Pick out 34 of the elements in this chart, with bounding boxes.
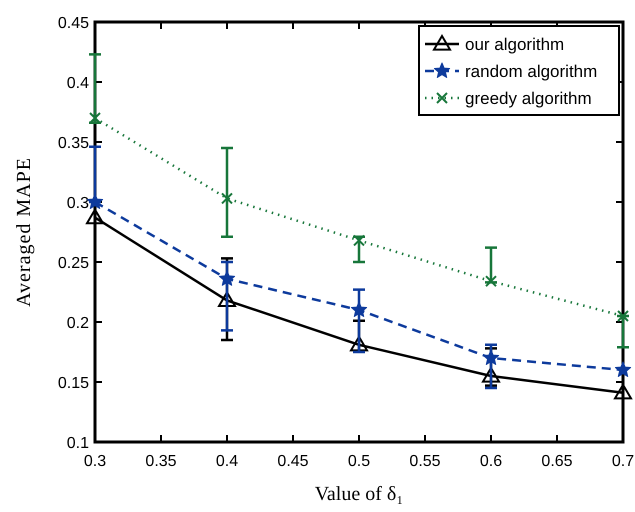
x-tick-label: 0.6 xyxy=(480,453,502,470)
x-tick-label: 0.3 xyxy=(84,453,106,470)
point xyxy=(350,336,368,352)
y-axis-title: Averaged MAPE xyxy=(13,157,35,307)
point xyxy=(350,302,368,317)
x-tick-label: 0.7 xyxy=(612,453,634,470)
point xyxy=(614,362,632,377)
y-tick-label: 0.1 xyxy=(66,435,90,452)
x-axis-title: Value of δ₁ xyxy=(314,483,404,505)
y-tick-label: 0.2 xyxy=(66,315,90,332)
x-tick-label: 0.4 xyxy=(216,453,238,470)
point xyxy=(221,192,233,204)
legend-label: our algorithm xyxy=(465,35,564,54)
point xyxy=(614,384,632,400)
point xyxy=(482,367,500,383)
y-tick-label: 0.3 xyxy=(66,195,90,212)
y-tick-label: 0.45 xyxy=(58,15,90,32)
point xyxy=(218,270,236,286)
legend-label: random algorithm xyxy=(465,62,598,81)
y-tick-label: 0.35 xyxy=(58,135,90,152)
y-tick-label: 0.4 xyxy=(66,75,90,92)
point xyxy=(86,208,104,224)
point xyxy=(617,310,629,322)
x-tick-label: 0.35 xyxy=(145,453,177,470)
point xyxy=(485,275,497,288)
x-tick-label: 0.65 xyxy=(541,453,573,470)
y-tick-label: 0.15 xyxy=(58,375,90,392)
point xyxy=(482,350,500,365)
x-tick-label: 0.45 xyxy=(277,453,309,470)
y-tick-label: 0.25 xyxy=(58,255,90,272)
x-tick-label: 0.55 xyxy=(409,453,441,470)
point xyxy=(218,291,236,307)
legend-label: greedy algorithm xyxy=(465,89,592,108)
x-tick-label: 0.5 xyxy=(348,453,370,470)
